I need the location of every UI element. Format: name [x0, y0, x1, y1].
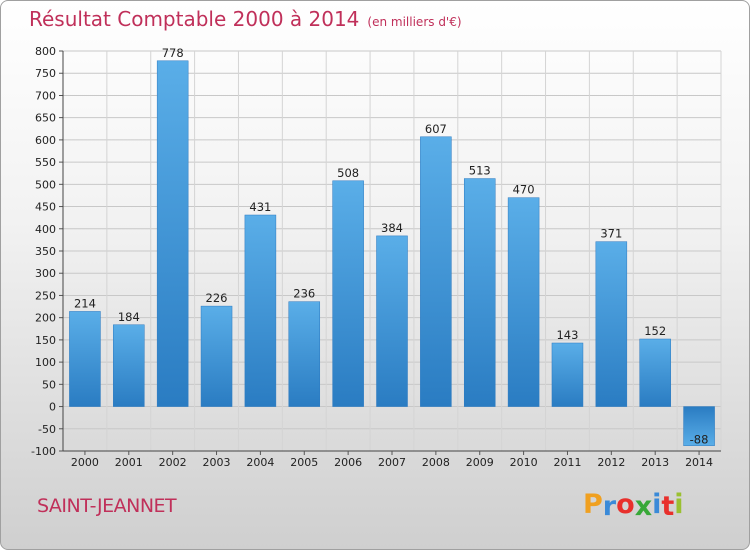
axes: -100 -50 0 50 100 150 200 250 300 350 400 450 500 550…	[31, 45, 721, 469]
y-tick-label: 400	[35, 223, 56, 236]
data-label: 236	[293, 287, 315, 301]
data-labels: 214 184 778 226 431 236 508 384 607 513 470 143 371 1…	[74, 46, 709, 447]
x-tick-label: 2014	[685, 456, 713, 469]
bar[interactable]	[551, 342, 584, 407]
x-tick-label: 2003	[203, 456, 231, 469]
data-label: 607	[425, 122, 447, 136]
y-tick-label: 550	[35, 156, 56, 169]
y-tick-label: 300	[35, 267, 56, 280]
proxiti-logo[interactable]: Proxiti	[583, 489, 684, 522]
bar[interactable]	[420, 136, 452, 407]
x-tick-label: 2000	[71, 456, 99, 469]
bar[interactable]	[639, 338, 671, 407]
y-tick-label: 350	[35, 245, 56, 258]
y-tick-label: 700	[35, 89, 56, 102]
data-label: 371	[600, 227, 622, 241]
y-tick-label: 150	[35, 334, 56, 347]
y-tick-label: 100	[35, 356, 56, 369]
x-tick-label: 2001	[115, 456, 143, 469]
x-tick-label: 2005	[290, 456, 318, 469]
data-label: 470	[513, 183, 535, 197]
bar[interactable]	[595, 241, 628, 407]
data-label: 184	[118, 310, 140, 324]
x-tick-label: 2002	[159, 456, 187, 469]
chart-title: Résultat Comptable 2000 à 2014 (en millie…	[29, 7, 462, 31]
bar[interactable]	[332, 180, 364, 407]
x-tick-label: 2013	[641, 456, 669, 469]
x-tick-label: 2004	[246, 456, 274, 469]
logo-letter: i	[674, 489, 684, 520]
data-label: 152	[644, 324, 666, 338]
y-tick-label: -50	[38, 423, 56, 436]
data-label: 384	[381, 221, 403, 235]
x-tick-label: 2006	[334, 456, 362, 469]
y-tick-label: 800	[35, 45, 56, 58]
chart-subtitle: (en milliers d'€)	[367, 15, 462, 29]
logo-letter: x	[634, 491, 653, 522]
bar[interactable]	[288, 301, 321, 407]
y-tick-label: 200	[35, 312, 56, 325]
data-label: 214	[74, 296, 96, 310]
logo-letter: o	[616, 489, 635, 520]
data-label: 508	[337, 166, 359, 180]
x-tick-label: 2010	[510, 456, 538, 469]
bar[interactable]	[113, 324, 145, 407]
y-tick-label: 600	[35, 134, 56, 147]
x-tick-label: 2009	[466, 456, 494, 469]
bar[interactable]	[200, 305, 233, 407]
y-tick-label: 650	[35, 112, 56, 125]
bar[interactable]	[376, 235, 408, 407]
data-label: -88	[690, 433, 709, 447]
bars	[69, 60, 715, 446]
y-tick-label: 0	[49, 401, 56, 414]
x-tick-label: 2007	[378, 456, 406, 469]
bar[interactable]	[244, 214, 277, 407]
logo-letter: P	[583, 489, 603, 520]
x-tick-label: 2012	[597, 456, 625, 469]
commune-name: SAINT-JEANNET	[37, 495, 177, 517]
y-tick-label: 750	[35, 67, 56, 80]
data-label: 226	[206, 291, 228, 305]
y-tick-label: 450	[35, 201, 56, 214]
x-tick-label: 2011	[553, 456, 581, 469]
data-label: 143	[556, 328, 578, 342]
bar[interactable]	[683, 406, 715, 446]
logo-letter: r	[602, 491, 617, 522]
bar[interactable]	[69, 311, 101, 407]
y-tick-label: -100	[31, 445, 56, 458]
data-label: 778	[162, 46, 184, 60]
logo-letter: i	[652, 489, 662, 520]
x-tick-label: 2008	[422, 456, 450, 469]
bar[interactable]	[507, 197, 540, 407]
bar[interactable]	[156, 60, 189, 407]
y-tick-label: 50	[42, 378, 56, 391]
y-tick-label: 250	[35, 289, 56, 302]
data-label: 513	[469, 164, 491, 178]
title-text: Résultat Comptable 2000 à 2014	[29, 7, 360, 31]
y-tick-label: 500	[35, 178, 56, 191]
logo-letter: t	[661, 491, 675, 522]
data-label: 431	[249, 200, 271, 214]
bar[interactable]	[463, 178, 496, 407]
